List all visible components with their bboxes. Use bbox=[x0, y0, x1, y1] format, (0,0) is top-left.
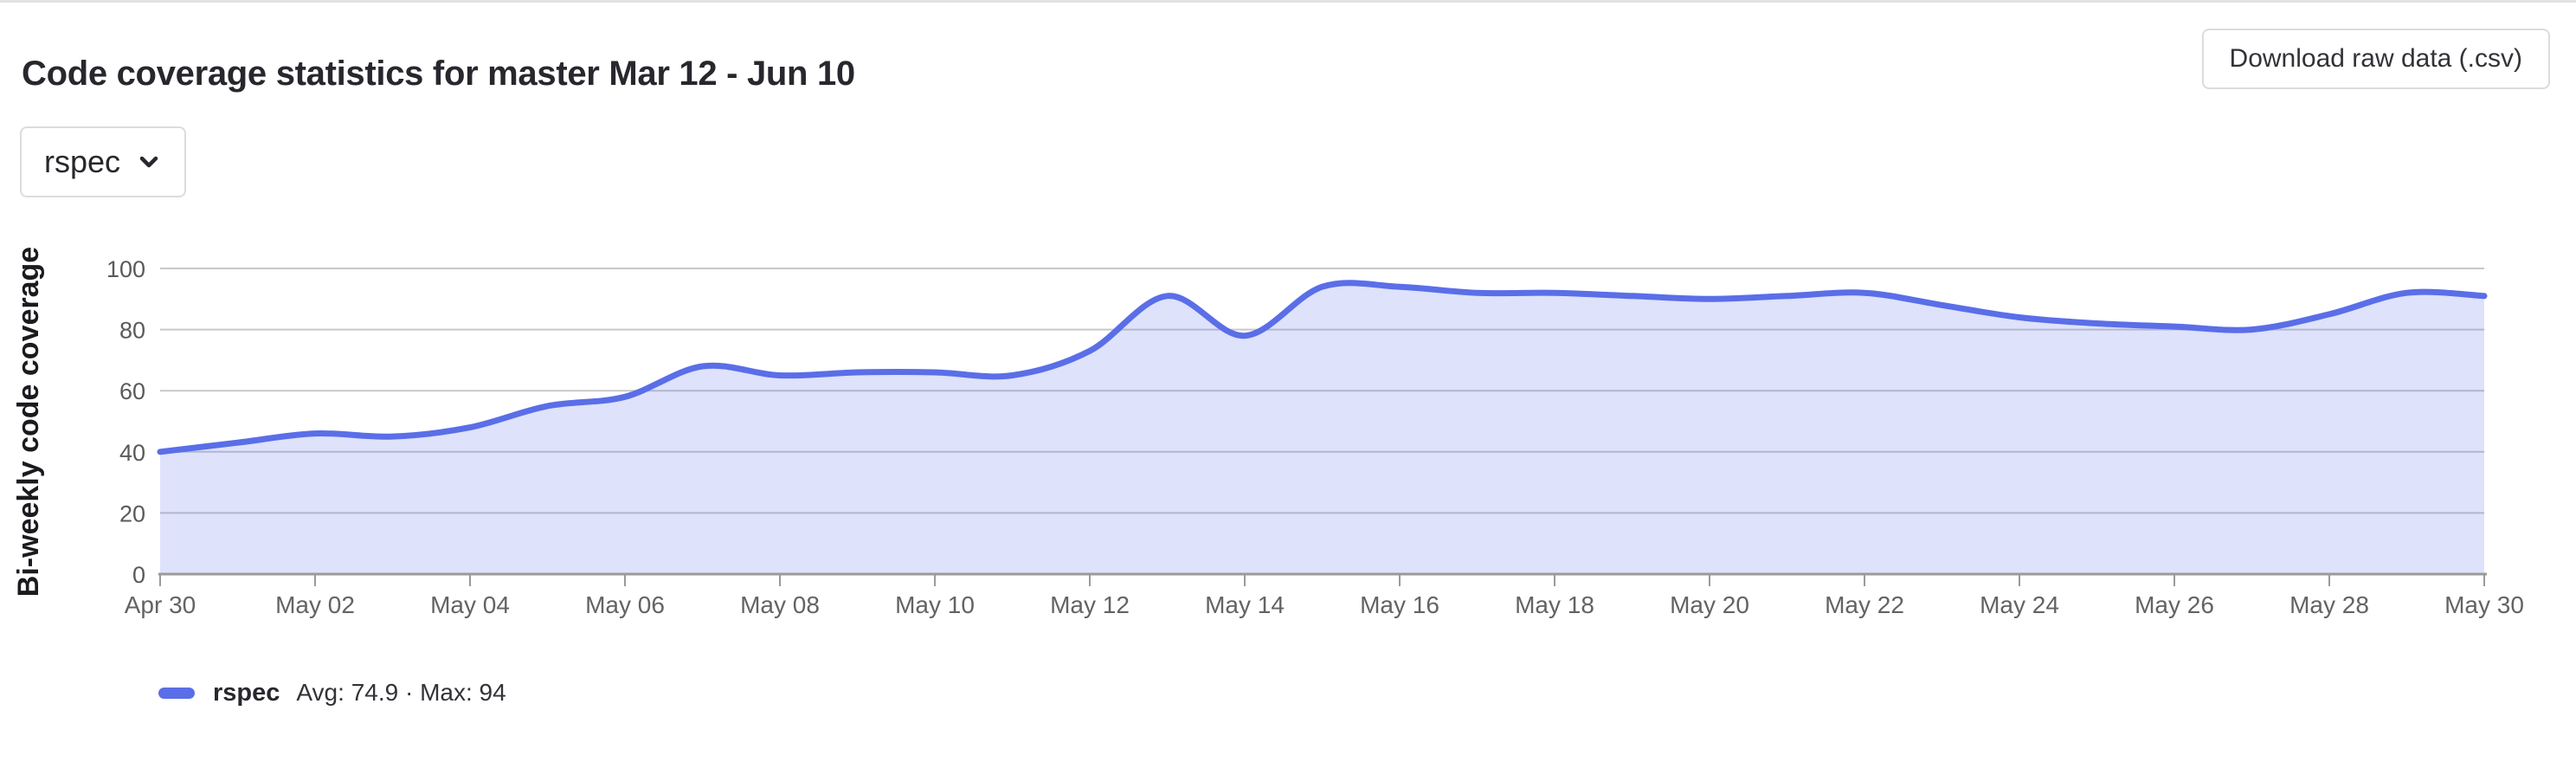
y-axis-title: Bi-weekly code coverage bbox=[12, 247, 45, 597]
legend-item-rspec[interactable]: rspec Avg: 74.9 · Max: 94 bbox=[158, 675, 506, 710]
x-tick-label-May 10: May 10 bbox=[895, 591, 975, 618]
x-tick-label-May 18: May 18 bbox=[1515, 591, 1594, 618]
x-tick-label-May 30: May 30 bbox=[2444, 591, 2524, 618]
chevron-down-icon bbox=[139, 156, 158, 168]
x-tick-label-May 28: May 28 bbox=[2289, 591, 2369, 618]
legend-series-name: rspec bbox=[213, 678, 280, 707]
job-filter-selected-value: rspec bbox=[44, 144, 121, 179]
y-axis-labels: 0 20 40 60 80 100 bbox=[106, 256, 145, 588]
x-tick-label-May 14: May 14 bbox=[1205, 591, 1285, 618]
coverage-area-chart[interactable]: 0 20 40 60 80 100 Apr 30 May 02 May 04 May 06 May… bbox=[0, 0, 2576, 658]
x-tick-label-May 02: May 02 bbox=[275, 591, 355, 618]
page-title: Code coverage statistics for master Mar … bbox=[22, 54, 855, 93]
x-tick-label-May 26: May 26 bbox=[2135, 591, 2214, 618]
x-tick-label-Apr 30: Apr 30 bbox=[125, 591, 196, 618]
x-tick-label-May 04: May 04 bbox=[430, 591, 510, 618]
x-tick-label-May 16: May 16 bbox=[1360, 591, 1439, 618]
y-tick-label-100: 100 bbox=[106, 256, 145, 282]
x-tick-label-May 08: May 08 bbox=[740, 591, 820, 618]
rspec-series-line bbox=[157, 280, 2488, 455]
y-tick-label-60: 60 bbox=[119, 378, 145, 404]
y-tick-label-40: 40 bbox=[119, 440, 145, 466]
x-tick-label-May 22: May 22 bbox=[1825, 591, 1904, 618]
y-tick-label-20: 20 bbox=[119, 500, 145, 526]
gridlines bbox=[160, 268, 2484, 514]
legend-series-stats: Avg: 74.9 · Max: 94 bbox=[296, 679, 506, 706]
x-tick-label-May 20: May 20 bbox=[1670, 591, 1749, 618]
top-divider bbox=[0, 0, 2576, 3]
x-tick-label-May 12: May 12 bbox=[1050, 591, 1130, 618]
job-filter-dropdown[interactable]: rspec bbox=[20, 126, 187, 197]
legend-line-swatch-icon bbox=[158, 687, 195, 699]
y-tick-label-80: 80 bbox=[119, 318, 145, 344]
y-tick-label-0: 0 bbox=[132, 562, 145, 588]
x-axis-ticks bbox=[159, 574, 2485, 586]
x-axis-labels: Apr 30 May 02 May 04 May 06 May 08 May 10 May … bbox=[125, 591, 2524, 618]
x-tick-label-May 06: May 06 bbox=[585, 591, 665, 618]
rspec-series-area bbox=[160, 282, 2484, 574]
x-tick-label-May 24: May 24 bbox=[1980, 591, 2059, 618]
download-csv-button-label: Download raw data (.csv) bbox=[2229, 44, 2522, 73]
download-csv-button[interactable]: Download raw data (.csv) bbox=[2201, 29, 2550, 89]
